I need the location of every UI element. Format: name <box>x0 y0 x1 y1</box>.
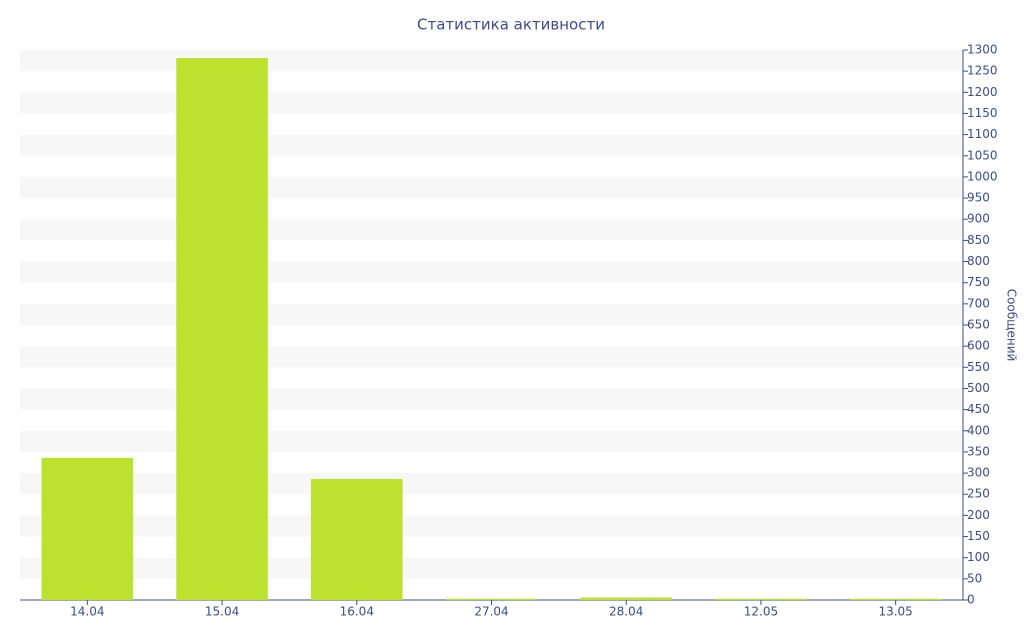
x-tick-label: 16.04 <box>340 605 374 619</box>
y-tick-label: 1250 <box>967 64 998 78</box>
y-tick-label: 600 <box>967 339 990 353</box>
y-tick-label: 750 <box>967 275 990 289</box>
grid-band <box>20 303 963 325</box>
y-tick-label: 1300 <box>967 43 998 57</box>
grid-band <box>20 346 963 368</box>
x-tick-label: 14.04 <box>70 605 104 619</box>
x-tick-label: 15.04 <box>205 605 239 619</box>
y-tick-label: 1200 <box>967 85 998 99</box>
bar <box>310 479 403 600</box>
grid-band <box>20 261 963 283</box>
bar <box>715 598 807 600</box>
x-tick-label: 27.04 <box>474 605 508 619</box>
grid-band <box>20 176 963 199</box>
y-tick-label: 0 <box>967 593 975 607</box>
grid-band <box>20 515 963 537</box>
bar <box>445 598 538 600</box>
y-tick-label: 200 <box>967 508 990 522</box>
y-tick-label: 300 <box>967 466 990 480</box>
y-axis-title: Сообщений <box>1005 289 1019 362</box>
y-tick-label: 1000 <box>967 169 998 183</box>
x-tick-label: 12.05 <box>744 605 778 619</box>
grid-band <box>20 430 963 452</box>
bar <box>849 598 942 600</box>
y-tick-label: 500 <box>967 381 990 395</box>
grid-band <box>20 134 963 156</box>
y-tick-label: 900 <box>967 212 990 226</box>
y-tick-label: 1050 <box>967 148 998 162</box>
bar <box>176 58 268 601</box>
y-tick-label: 800 <box>967 254 990 268</box>
y-tick-label: 700 <box>967 296 990 310</box>
y-tick-label: 50 <box>967 571 982 585</box>
grid-band <box>20 473 963 495</box>
y-tick-label: 400 <box>967 423 990 437</box>
y-tick-label: 1100 <box>967 127 998 141</box>
grid-band <box>20 92 963 114</box>
y-tick-label: 250 <box>967 487 990 501</box>
x-tick-label: 28.04 <box>609 605 643 619</box>
bar <box>41 457 134 600</box>
bar <box>580 597 673 600</box>
y-tick-label: 950 <box>967 191 990 205</box>
x-tick-label: 13.05 <box>878 605 912 619</box>
grid-band <box>20 388 963 410</box>
y-tick-label: 100 <box>967 550 990 564</box>
y-tick-label: 150 <box>967 529 990 543</box>
grid-band <box>20 50 963 72</box>
y-tick-label: 650 <box>967 318 990 332</box>
y-tick-label: 850 <box>967 233 990 247</box>
y-tick-label: 350 <box>967 444 990 458</box>
y-tick-label: 450 <box>967 402 990 416</box>
y-tick-label: 550 <box>967 360 990 374</box>
chart-title: Статистика активности <box>417 16 605 34</box>
grid-band <box>20 557 963 579</box>
grid-band <box>20 219 963 241</box>
y-tick-label: 1150 <box>967 106 998 120</box>
